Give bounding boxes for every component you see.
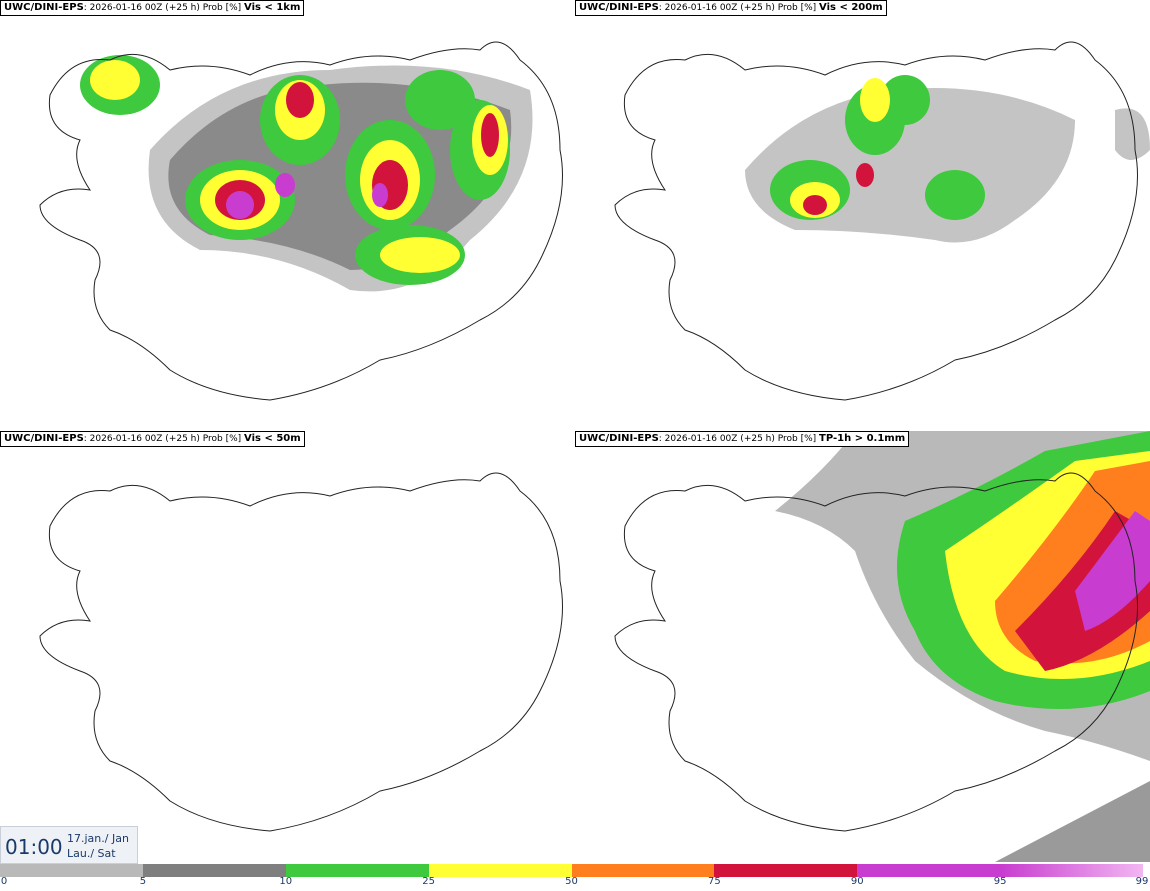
iceland-map	[39, 41, 563, 401]
iceland-map	[614, 41, 1150, 401]
valid-time-clock: 01:00	[5, 835, 63, 859]
date-line: 17.jan./ Jan	[67, 832, 129, 845]
day-line: Lau./ Sat	[67, 847, 116, 860]
map-panel-vis-1km: UWC/DINI-EPS: 2026-01-16 00Z (+25 h) Pro…	[0, 0, 575, 431]
legend-tick-label: 75	[708, 876, 721, 887]
coastline	[39, 472, 563, 832]
prob-purple	[1075, 511, 1150, 631]
legend-segment	[571, 864, 715, 877]
legend-segment	[857, 864, 1001, 877]
legend-segment	[285, 864, 429, 877]
legend-segment	[0, 864, 143, 877]
iceland-map	[614, 431, 1150, 862]
valid-time-box: 01:00 17.jan./ Jan Lau./ Sat	[0, 826, 138, 864]
coastline	[614, 41, 1138, 401]
prob-purple	[226, 173, 388, 219]
map-panel-vis-50m: UWC/DINI-EPS: 2026-01-16 00Z (+25 h) Pro…	[0, 431, 575, 862]
panel-title: UWC/DINI-EPS: 2026-01-16 00Z (+25 h) Pro…	[0, 0, 305, 16]
coastline	[39, 41, 563, 401]
legend-tick-label: 90	[850, 876, 864, 887]
legend-segment	[714, 864, 858, 877]
panel-title: UWC/DINI-EPS: 2026-01-16 00Z (+25 h) Pro…	[575, 0, 887, 16]
map-panel-tp-1h: UWC/DINI-EPS: 2026-01-16 00Z (+25 h) Pro…	[575, 431, 1150, 862]
coastline	[614, 472, 1138, 832]
map-panel-vis-200m: UWC/DINI-EPS: 2026-01-16 00Z (+25 h) Pro…	[575, 0, 1150, 431]
legend-tick-label: 95	[993, 876, 1007, 887]
legend-segment	[1000, 864, 1143, 877]
legend-tick-label: 0	[0, 876, 8, 887]
legend-segment	[428, 864, 572, 877]
valid-time-date: 17.jan./ Jan Lau./ Sat	[67, 831, 129, 861]
legend-segment	[142, 864, 286, 877]
prob-red	[803, 163, 874, 215]
legend-tick-label: 50	[565, 876, 578, 887]
iceland-map	[39, 472, 563, 832]
legend-tick-label: 5	[139, 876, 147, 887]
legend-tick-label: 99	[1135, 876, 1149, 887]
legend-tick-label: 10	[279, 876, 293, 887]
panel-title: UWC/DINI-EPS: 2026-01-16 00Z (+25 h) Pro…	[0, 431, 305, 447]
panel-title: UWC/DINI-EPS: 2026-01-16 00Z (+25 h) Pro…	[575, 431, 910, 447]
color-legend: 0 5 10 25 50 75 90 95 99	[0, 862, 1150, 891]
legend-tick-label: 25	[422, 876, 435, 887]
